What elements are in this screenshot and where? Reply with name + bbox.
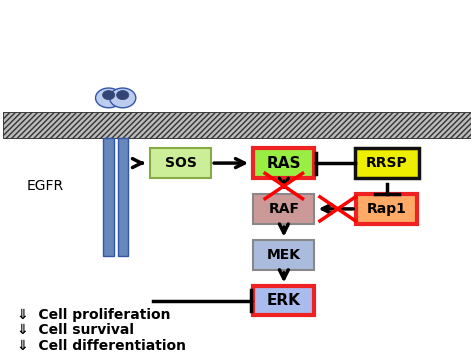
Bar — [254, 148, 314, 178]
Bar — [254, 286, 314, 315]
Text: MEK: MEK — [267, 248, 301, 262]
Text: RAF: RAF — [268, 202, 300, 216]
Circle shape — [109, 88, 136, 108]
Circle shape — [102, 91, 115, 100]
Bar — [103, 139, 114, 256]
Circle shape — [117, 91, 129, 100]
Bar — [118, 139, 128, 256]
Text: ⇓  Cell survival: ⇓ Cell survival — [17, 323, 134, 338]
Bar — [3, 112, 471, 139]
Bar — [3, 112, 471, 139]
Text: SOS: SOS — [165, 156, 197, 170]
Bar — [254, 240, 314, 270]
Text: ⇓  Cell differentiation: ⇓ Cell differentiation — [17, 339, 186, 353]
Text: EGFR: EGFR — [26, 179, 64, 193]
Bar — [254, 194, 314, 224]
Text: RRSP: RRSP — [366, 156, 408, 170]
Text: Rap1: Rap1 — [367, 202, 407, 216]
Circle shape — [96, 88, 122, 108]
Text: ERK: ERK — [267, 293, 301, 308]
Bar — [150, 148, 211, 178]
Bar — [356, 194, 417, 224]
Bar — [356, 148, 419, 178]
Text: ⇓  Cell proliferation: ⇓ Cell proliferation — [17, 308, 170, 321]
Text: RAS: RAS — [266, 156, 301, 171]
